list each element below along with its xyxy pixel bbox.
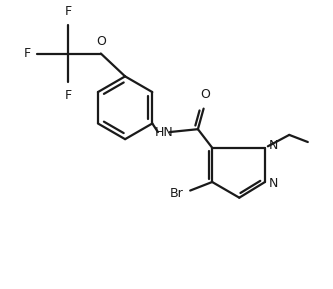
Text: HN: HN bbox=[154, 125, 173, 138]
Text: O: O bbox=[96, 35, 106, 48]
Text: O: O bbox=[200, 88, 210, 101]
Text: Br: Br bbox=[169, 187, 183, 200]
Text: F: F bbox=[65, 89, 72, 102]
Text: F: F bbox=[24, 47, 31, 60]
Text: F: F bbox=[65, 5, 72, 18]
Text: N: N bbox=[268, 177, 278, 190]
Text: N: N bbox=[268, 139, 278, 152]
